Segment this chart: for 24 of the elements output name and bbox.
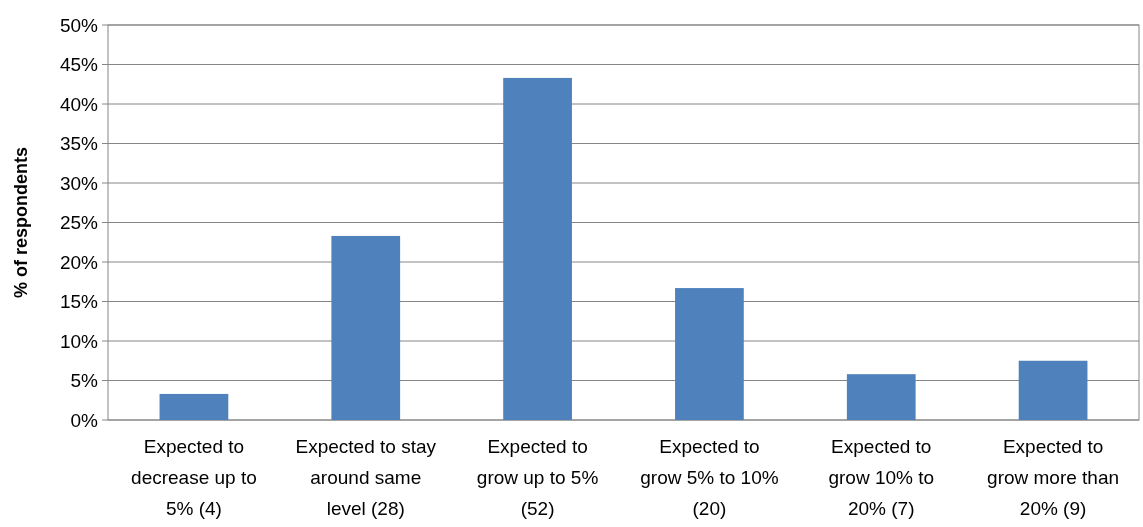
y-tick-label: 0% (70, 409, 99, 431)
y-tick-label: 20% (59, 251, 99, 273)
bar (675, 288, 744, 420)
y-tick-label: 15% (59, 291, 99, 313)
x-tick-label: Expected to grow 10% to 20% (7) (828, 436, 935, 519)
y-tick-label: 5% (70, 370, 99, 392)
x-tick-label: Expected to grow 5% to 10% (20) (640, 436, 779, 519)
x-tick-label: Expected to grow up to 5% (52) (476, 436, 599, 519)
y-tick-label: 35% (59, 133, 99, 155)
bar (503, 77, 572, 420)
bar (331, 235, 401, 420)
bar (846, 374, 916, 420)
y-axis-title: % of respondents (11, 146, 31, 299)
y-tick-label: 30% (59, 172, 99, 194)
y-tick-label: 45% (59, 54, 99, 76)
x-tick-label: Expected to grow more than 20% (9) (987, 436, 1120, 519)
bar (1018, 360, 1088, 420)
y-tick-label: 50% (59, 14, 99, 36)
bar (159, 393, 229, 420)
x-tick-label: Expected to stay around same level (28) (295, 436, 437, 519)
y-tick-label: 40% (59, 93, 99, 115)
y-tick-label: 25% (59, 212, 99, 234)
x-tick-label: Expected to decrease up to 5% (4) (131, 436, 257, 519)
y-tick-label: 10% (59, 330, 99, 352)
